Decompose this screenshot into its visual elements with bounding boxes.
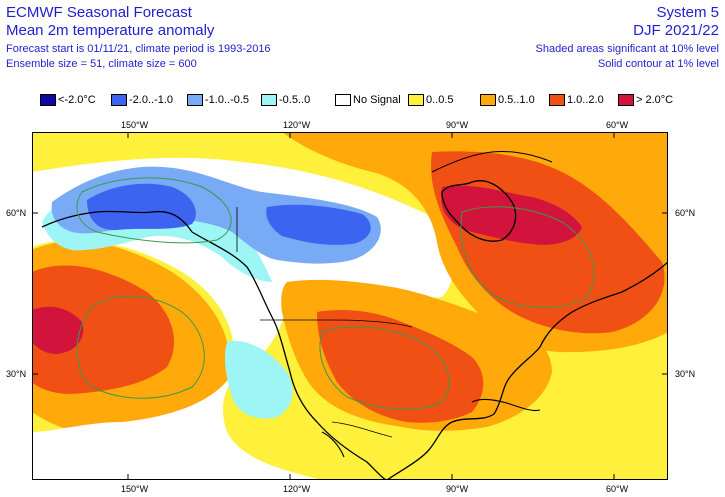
- significance-shaded: Shaded areas significant at 10% level: [535, 43, 719, 55]
- legend-label: 1.0..2.0: [567, 94, 604, 106]
- lat-label-left: 60°N: [6, 208, 27, 218]
- legend-swatch: [408, 94, 424, 106]
- lon-label-bottom: 120°W: [283, 484, 311, 494]
- legend-label: <-2.0°C: [58, 94, 96, 106]
- legend-label: 0.5..1.0: [498, 94, 535, 106]
- legend-label: -1.0..-0.5: [205, 94, 250, 106]
- alaska-coastline: [41, 210, 193, 233]
- legend-label: -0.5..0: [279, 94, 311, 106]
- legend-swatch: [261, 94, 277, 106]
- legend-item: -1.0..-0.5: [187, 94, 261, 106]
- significance-contour-alaska: [76, 177, 232, 244]
- anomaly-map: [32, 132, 668, 480]
- legend-swatch: [618, 94, 634, 106]
- title-line-1: ECMWF Seasonal Forecast: [6, 4, 192, 21]
- anomaly-neg-0.5-0-california: [224, 341, 293, 419]
- legend-item: 0.5..1.0: [480, 94, 549, 106]
- anomaly-neg-2.0-1.0-canada: [266, 204, 371, 245]
- legend-swatch: [111, 94, 127, 106]
- legend-swatch: [480, 94, 496, 106]
- significance-contour-canada: [460, 206, 595, 308]
- hudson-bay-coastline: [441, 180, 517, 242]
- forecast-info: Forecast start is 01/11/21, climate peri…: [6, 43, 271, 55]
- lon-label-top: 60°W: [606, 120, 629, 130]
- legend-item: 1.0..2.0: [549, 94, 618, 106]
- pacific-coastline: [191, 231, 388, 480]
- legend-label: 0..0.5: [426, 94, 454, 106]
- legend-swatch: [549, 94, 565, 106]
- anomaly-1.0-2.0-pacific: [32, 265, 175, 394]
- us-mexico-border: [331, 421, 393, 438]
- legend-item: -0.5..0: [261, 94, 335, 106]
- legend-item: No Signal: [335, 94, 408, 106]
- legend-swatch: [187, 94, 203, 106]
- legend-label: No Signal: [353, 94, 401, 106]
- legend-swatch: [40, 94, 56, 106]
- anomaly-gt-2.0-hudson-bay: [441, 185, 582, 245]
- lon-label-bottom: 150°W: [121, 484, 149, 494]
- title-line-2: Mean 2m temperature anomaly: [6, 22, 215, 39]
- lat-label-left: 30°N: [6, 369, 27, 379]
- anomaly-neg-2.0-1.0-alaska: [87, 183, 196, 231]
- system-label: System 5: [656, 4, 719, 21]
- legend-item: <-2.0°C: [40, 94, 111, 106]
- ensemble-info: Ensemble size = 51, climate size = 600: [6, 58, 197, 70]
- map-frame: [32, 132, 668, 480]
- legend-item: -2.0..-1.0: [111, 94, 187, 106]
- legend-item: 0..0.5: [408, 94, 480, 106]
- arctic-islands-coastline: [431, 151, 553, 173]
- us-canada-border: [260, 319, 413, 328]
- lat-label-right: 60°N: [675, 208, 696, 218]
- significance-contour-us: [319, 326, 450, 410]
- baja-coastline: [321, 431, 345, 458]
- significance-contour-pacific: [76, 295, 205, 399]
- legend-item: > 2.0°C: [618, 94, 673, 106]
- legend-label: -2.0..-1.0: [129, 94, 174, 106]
- lat-label-right: 30°N: [675, 369, 696, 379]
- legend-label: > 2.0°C: [636, 94, 674, 106]
- significance-contour: Solid contour at 1% level: [597, 58, 719, 70]
- lon-label-top: 150°W: [121, 120, 149, 130]
- atlantic-coastline: [386, 261, 668, 480]
- anomaly-1.0-2.0-us: [317, 310, 484, 423]
- lon-label-bottom: 90°W: [446, 484, 469, 494]
- lon-label-top: 120°W: [283, 120, 311, 130]
- lon-label-top: 90°W: [446, 120, 469, 130]
- anomaly-gt-2.0-pacific: [32, 306, 84, 354]
- cuba-coastline: [471, 398, 541, 412]
- lon-label-bottom: 60°W: [606, 484, 629, 494]
- legend: <-2.0°C -2.0..-1.0 -1.0..-0.5 -0.5..0 No…: [40, 91, 673, 109]
- legend-swatch: [335, 94, 351, 106]
- season-label: DJF 2021/22: [633, 22, 719, 39]
